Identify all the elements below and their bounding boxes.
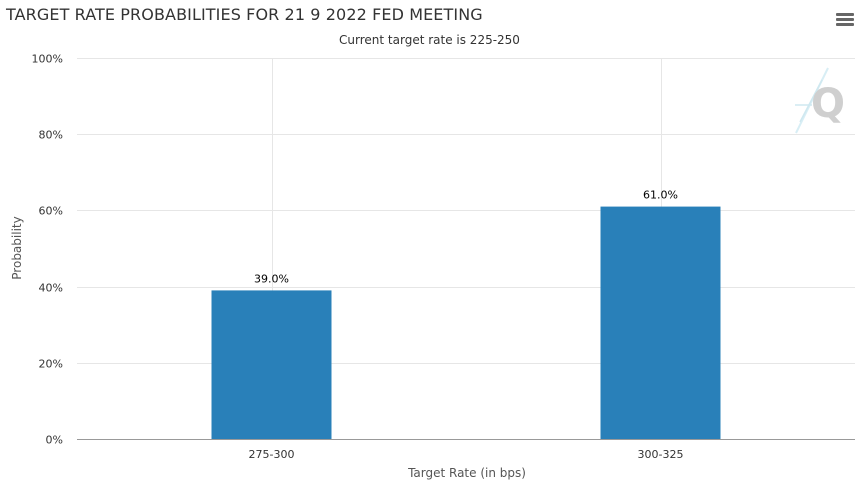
x-tick-labels: 275-300 300-325 bbox=[249, 448, 684, 461]
y-tick-label: 80% bbox=[39, 129, 63, 142]
gridlines bbox=[77, 58, 855, 439]
data-label: 39.0% bbox=[254, 272, 289, 285]
hamburger-menu-icon[interactable] bbox=[836, 13, 854, 29]
x-axis-title: Target Rate (in bps) bbox=[407, 466, 526, 480]
bar[interactable] bbox=[211, 290, 332, 439]
chart-title: TARGET RATE PROBABILITIES FOR 21 9 2022 … bbox=[6, 5, 483, 24]
q-logo-icon: Q bbox=[795, 67, 845, 134]
svg-text:Q: Q bbox=[811, 81, 845, 127]
data-label: 61.0% bbox=[643, 189, 678, 202]
y-tick-label: 0% bbox=[46, 434, 63, 447]
bars: 39.0% 61.0% bbox=[211, 189, 721, 439]
y-tick-labels: 0% 20% 40% 60% 80% 100% bbox=[32, 53, 63, 447]
x-tick-label: 300-325 bbox=[638, 448, 684, 461]
y-tick-label: 20% bbox=[39, 358, 63, 371]
bar[interactable] bbox=[600, 206, 721, 439]
y-axis-title: Probability bbox=[10, 216, 24, 279]
y-tick-label: 100% bbox=[32, 53, 63, 66]
chart-subtitle: Current target rate is 225-250 bbox=[339, 33, 520, 47]
x-tick-label: 275-300 bbox=[249, 448, 295, 461]
y-tick-label: 60% bbox=[39, 205, 63, 218]
y-tick-label: 40% bbox=[39, 282, 63, 295]
